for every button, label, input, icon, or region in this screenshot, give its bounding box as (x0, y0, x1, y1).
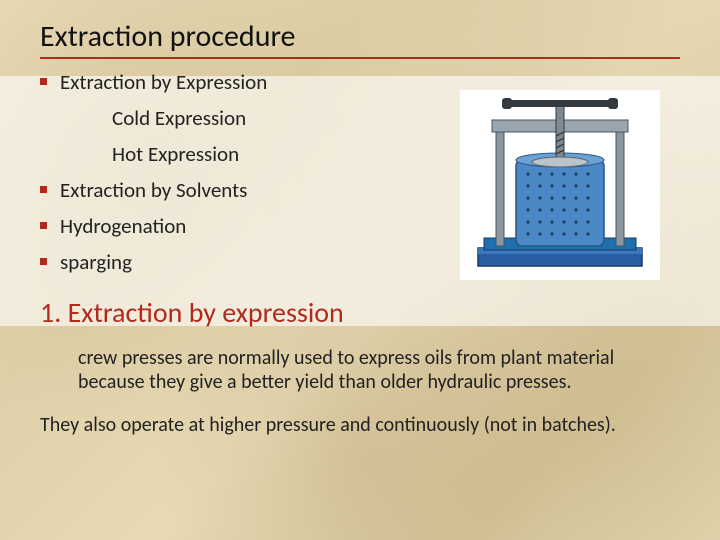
section-heading: 1. Extraction by expression (40, 295, 680, 330)
paragraph-1: crew presses are normally used to expres… (40, 346, 680, 395)
slide-title: Extraction procedure (40, 18, 680, 59)
paragraph-2: They also operate at higher pressure and… (40, 413, 680, 437)
screw-press-icon (460, 90, 660, 280)
slide: Extraction procedure Extraction by Expre… (0, 0, 720, 540)
press-figure (460, 90, 660, 280)
